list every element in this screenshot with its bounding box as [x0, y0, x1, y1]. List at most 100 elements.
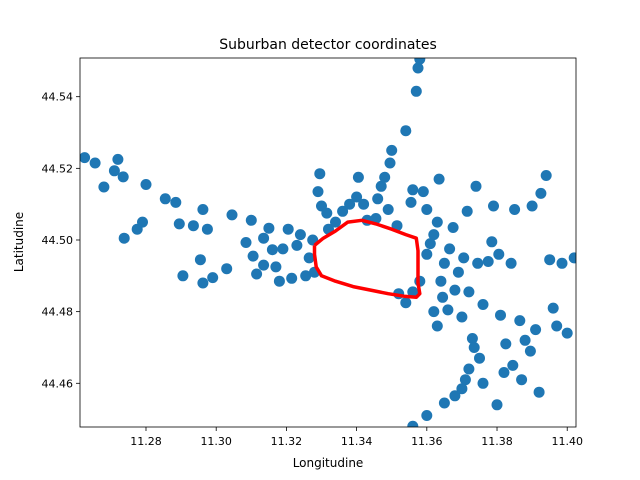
data-point [258, 232, 270, 244]
data-point [197, 204, 209, 215]
data-point [507, 359, 519, 371]
data-point [351, 191, 363, 203]
x-axis: 11.28 11.30 11.32 11.34 11.36 11.38 11.40 [130, 427, 583, 448]
data-point [474, 352, 485, 364]
data-point [207, 272, 219, 284]
data-point [468, 342, 480, 353]
data-point [197, 277, 209, 289]
data-point [477, 377, 489, 389]
x-axis-label: Longitudine [293, 456, 364, 470]
data-point [407, 184, 419, 196]
data-point [495, 309, 506, 321]
data-point [433, 173, 445, 185]
data-point [514, 315, 526, 327]
data-point [282, 223, 294, 235]
data-point [286, 272, 298, 284]
data-point [159, 193, 171, 205]
x-tick-label: 11.40 [551, 435, 583, 448]
data-point [535, 187, 547, 199]
data-point [452, 266, 464, 278]
y-tick-label: 44.50 [42, 234, 74, 247]
x-tick-label: 11.28 [130, 435, 162, 448]
data-point [491, 399, 503, 411]
data-point [493, 248, 505, 260]
y-tick-label: 44.46 [42, 377, 74, 390]
data-point [303, 252, 315, 264]
data-point [117, 171, 129, 183]
data-point [258, 259, 270, 271]
boundary-layer [312, 218, 422, 300]
data-point [466, 333, 478, 344]
data-point [410, 85, 422, 97]
data-point [314, 168, 326, 180]
data-point [177, 270, 189, 282]
data-point [375, 180, 387, 192]
data-point [459, 374, 471, 386]
data-point [358, 198, 370, 210]
data-point [300, 270, 312, 282]
data-point [442, 304, 454, 316]
data-point [438, 257, 450, 269]
data-point [424, 238, 436, 250]
data-point [477, 299, 489, 310]
x-tick-label: 11.36 [411, 435, 443, 448]
data-point [405, 196, 417, 208]
points-layer [80, 58, 576, 427]
data-point [417, 186, 429, 198]
data-point [461, 205, 473, 217]
x-tick-label: 11.32 [271, 435, 303, 448]
data-point [458, 252, 470, 264]
data-point [437, 291, 449, 303]
data-point [170, 196, 182, 208]
data-point [556, 257, 568, 269]
data-point [431, 216, 443, 228]
data-point [273, 275, 285, 287]
data-point [428, 229, 440, 241]
chart-title: Suburban detector coordinates [219, 37, 437, 53]
data-point [516, 374, 528, 386]
data-point [400, 297, 412, 309]
data-point [519, 334, 531, 346]
data-point [386, 144, 398, 156]
data-point [263, 222, 275, 234]
data-point [352, 171, 364, 183]
data-point [407, 420, 419, 427]
y-tick-label: 44.52 [42, 162, 74, 175]
data-point [245, 214, 257, 226]
data-point [194, 254, 206, 266]
data-point [240, 237, 252, 248]
data-point [509, 204, 521, 215]
data-point [247, 250, 259, 262]
data-point [533, 386, 545, 398]
data-point [435, 275, 447, 287]
data-point [370, 213, 382, 224]
boundary-line [312, 218, 422, 300]
y-axis: 44.46 44.48 44.50 44.52 44.54 [42, 91, 80, 390]
data-point [118, 232, 130, 244]
data-point [498, 367, 510, 378]
data-point [337, 205, 349, 217]
data-point [372, 193, 384, 205]
data-point [421, 248, 433, 260]
data-point [561, 327, 573, 339]
data-point [414, 58, 426, 65]
data-point [400, 125, 412, 137]
data-point [251, 268, 263, 280]
data-point [482, 256, 494, 267]
data-point [547, 302, 559, 314]
data-point [488, 200, 499, 212]
data-point [463, 363, 475, 375]
data-point [98, 181, 110, 193]
data-point [540, 170, 552, 181]
y-tick-label: 44.48 [42, 306, 74, 319]
data-point [137, 216, 148, 228]
data-point [108, 165, 120, 177]
y-axis-label: Latitudine [12, 212, 26, 272]
data-point [226, 209, 238, 221]
data-point [530, 324, 542, 336]
y-tick-label: 44.54 [42, 91, 74, 104]
data-point [524, 345, 536, 357]
data-point [201, 223, 213, 235]
data-point [270, 261, 282, 273]
data-point [449, 390, 461, 402]
